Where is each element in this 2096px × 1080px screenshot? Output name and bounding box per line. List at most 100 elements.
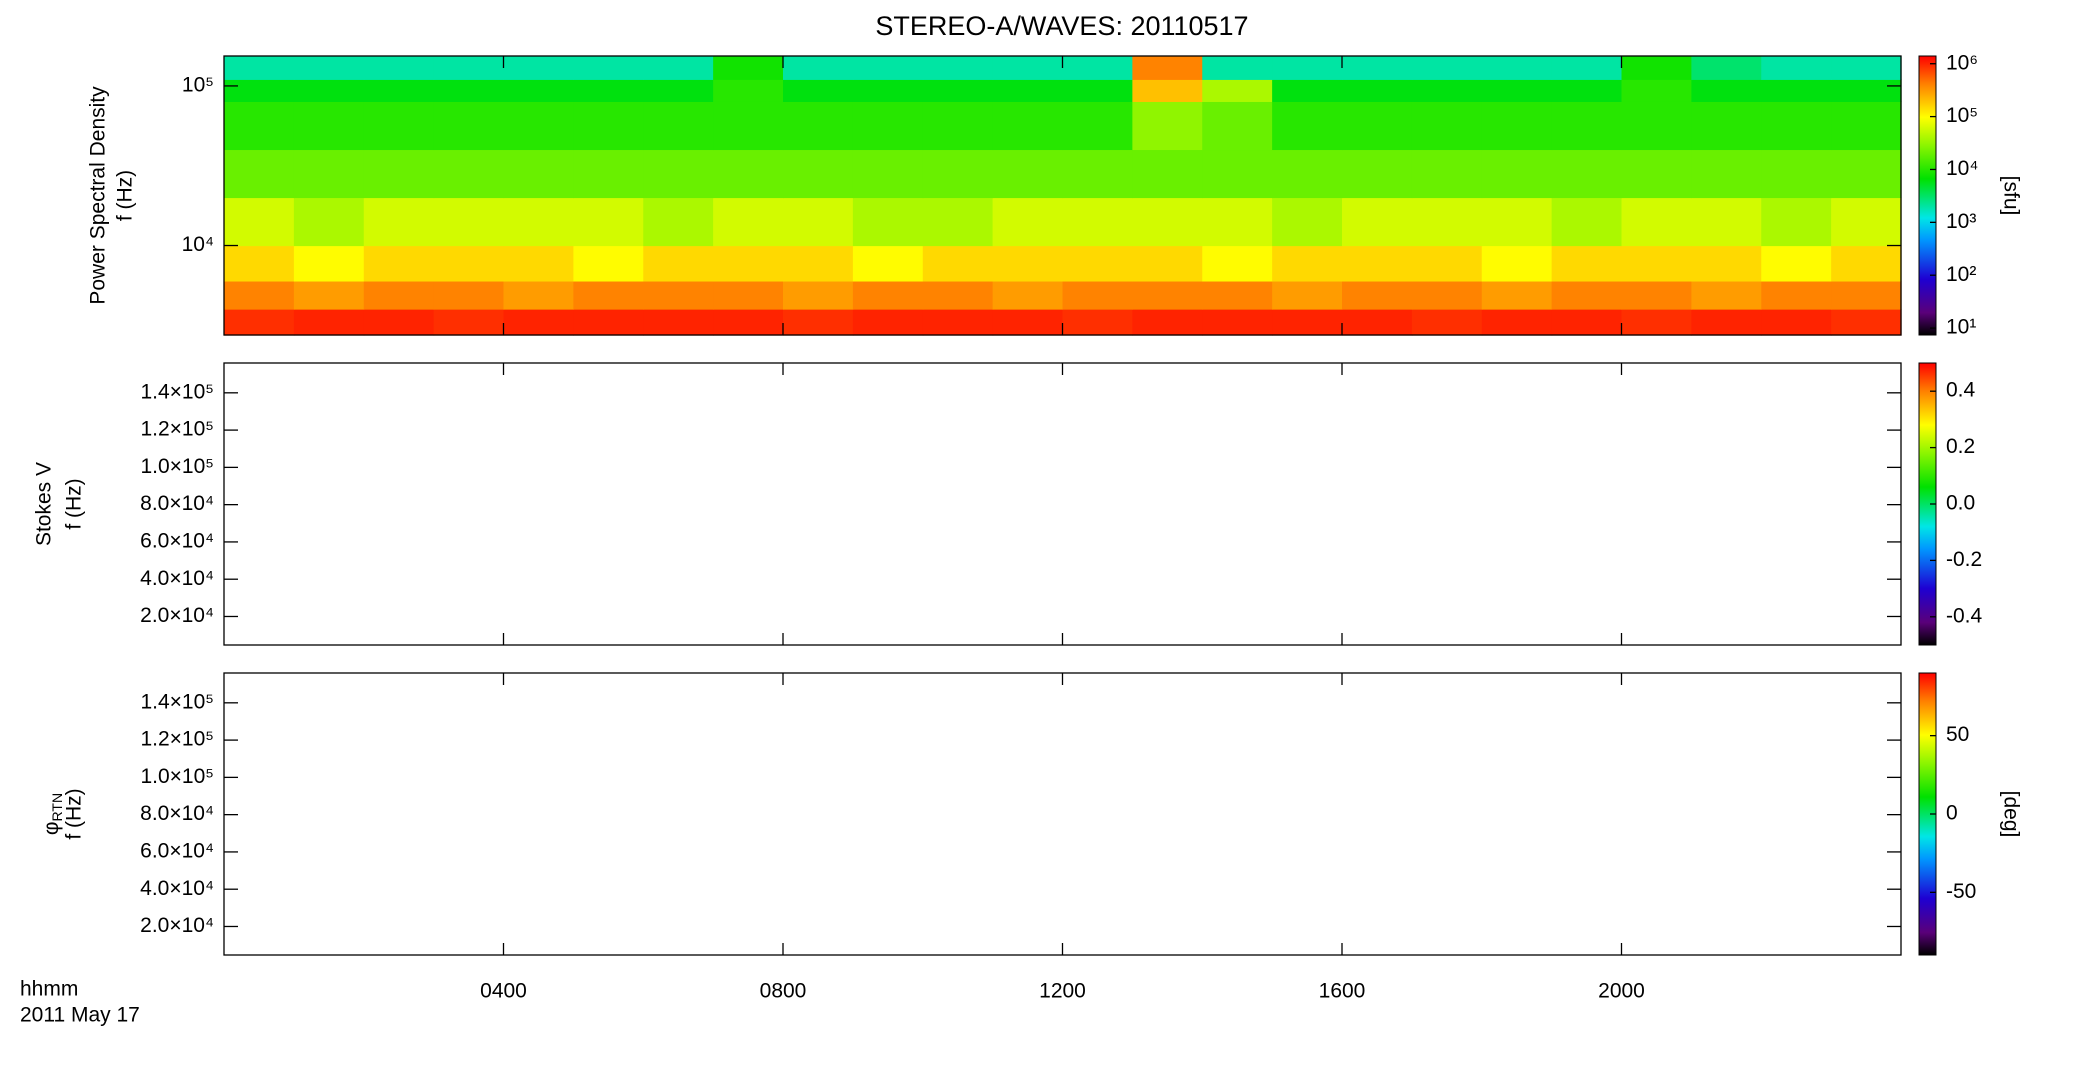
heatmap-cell	[852, 149, 924, 199]
heatmap-cell	[1761, 197, 1832, 247]
colorbar-label: [deg]	[1999, 791, 2022, 838]
heatmap-cell	[293, 197, 365, 247]
heatmap-cell	[1411, 149, 1483, 199]
y-axis-label: f (Hz)	[63, 478, 86, 529]
heatmap-cell	[992, 79, 1064, 102]
heatmap-cell	[1132, 197, 1203, 247]
heatmap-cell	[1551, 280, 1623, 310]
heatmap-cell	[1481, 245, 1553, 282]
heatmap-cell	[783, 101, 854, 151]
heatmap-cell	[363, 56, 435, 80]
heatmap-cell	[433, 101, 505, 151]
heatmap-cell	[1691, 280, 1762, 310]
heatmap-cell	[293, 309, 365, 336]
colorbar-tick-label: 0.2	[1946, 435, 1975, 458]
heatmap-cell	[1132, 245, 1203, 282]
heatmap-cell	[363, 101, 435, 151]
heatmap-cell	[1342, 149, 1413, 199]
heatmap-cell	[224, 149, 295, 199]
heatmap-cell	[224, 309, 295, 336]
y-tick-label: 4.0×10⁴	[140, 567, 214, 590]
heatmap-cell	[1831, 309, 1902, 336]
colorbar-label: [sfu]	[1999, 176, 2022, 216]
heatmap-cell	[922, 56, 994, 80]
heatmap-cell	[224, 101, 295, 151]
heatmap-cell	[1272, 101, 1343, 151]
heatmap-cell	[922, 149, 994, 199]
x-tick-label: 0400	[480, 980, 527, 1003]
y-tick-label: 1.2×10⁵	[140, 728, 214, 751]
heatmap-cell	[643, 56, 714, 80]
heatmap-cell	[1831, 149, 1902, 199]
y-tick-label: 1.0×10⁵	[140, 765, 214, 788]
heatmap-cell	[1621, 197, 1692, 247]
heatmap-cell	[992, 309, 1064, 336]
heatmap-cell	[643, 309, 714, 336]
heatmap-cell	[992, 245, 1064, 282]
y-tick-label: 10⁴	[182, 233, 214, 256]
heatmap-cell	[363, 79, 435, 102]
heatmap-cell	[1342, 79, 1413, 102]
colorbar-tick-label: 10⁶	[1946, 51, 1978, 74]
heatmap-cell	[1202, 309, 1273, 336]
heatmap-cell	[1621, 149, 1692, 199]
heatmap-cell	[1202, 280, 1273, 310]
heatmap-cell	[852, 197, 924, 247]
heatmap-cell	[1761, 79, 1832, 102]
heatmap-cell	[503, 79, 574, 102]
heatmap-cell	[1272, 309, 1343, 336]
heatmap-cell	[1481, 56, 1553, 80]
heatmap-cell	[1621, 56, 1692, 80]
heatmap-cell	[992, 280, 1064, 310]
y-tick-label: 6.0×10⁴	[140, 839, 214, 862]
heatmap-cell	[1132, 56, 1203, 80]
colorbar-tick-label: 10³	[1946, 210, 1976, 233]
heatmap-cell	[922, 79, 994, 102]
heatmap-cell	[1411, 56, 1483, 80]
heatmap-cell	[1551, 101, 1623, 151]
heatmap-cell	[363, 149, 435, 199]
heatmap-cell	[1551, 56, 1623, 80]
heatmap-cell	[922, 101, 994, 151]
heatmap-cell	[503, 149, 574, 199]
heatmap-cell	[363, 280, 435, 310]
plot-frame	[223, 362, 1902, 646]
heatmap-cell	[573, 309, 644, 336]
x-tick-label: 0800	[760, 980, 807, 1003]
y-tick-label: 4.0×10⁴	[140, 877, 214, 900]
x-tick-label: 1200	[1039, 980, 1086, 1003]
heatmap-cell	[1621, 79, 1692, 102]
heatmap-cell	[1132, 280, 1203, 310]
heatmap-cell	[433, 197, 505, 247]
heatmap-cell	[1831, 197, 1902, 247]
heatmap-cell	[1481, 197, 1553, 247]
y-axis-symbol-sub: RTN	[49, 793, 65, 822]
heatmap-cell	[1202, 245, 1273, 282]
heatmap-cell	[1062, 280, 1133, 310]
heatmap-cell	[1272, 245, 1343, 282]
heatmap-cell	[852, 280, 924, 310]
heatmap-cell	[1691, 79, 1762, 102]
heatmap-cell	[1481, 149, 1553, 199]
heatmap-cell	[783, 197, 854, 247]
colorbar-tick-label: -0.2	[1946, 548, 1982, 571]
y-tick-label: 1.4×10⁵	[140, 380, 214, 403]
heatmap-cell	[1202, 149, 1273, 199]
heatmap-cell	[922, 197, 994, 247]
chart-title: STEREO-A/WAVES: 20110517	[875, 11, 1248, 41]
heatmap-cell	[1691, 56, 1762, 80]
colorbar-tick-label: 0	[1946, 802, 1958, 825]
heatmap-cell	[293, 280, 365, 310]
heatmap-cell	[1272, 280, 1343, 310]
heatmap-cell	[1342, 245, 1413, 282]
heatmap-cell	[1481, 280, 1553, 310]
heatmap-cell	[992, 56, 1064, 80]
heatmap-cell	[922, 280, 994, 310]
heatmap-cell	[503, 245, 574, 282]
colorbar-tick-label: 10⁵	[1946, 104, 1978, 127]
heatmap-cell	[992, 149, 1064, 199]
heatmap-cell	[1272, 197, 1343, 247]
heatmap-cell	[643, 101, 714, 151]
heatmap-cell	[293, 101, 365, 151]
heatmap-cell	[643, 197, 714, 247]
